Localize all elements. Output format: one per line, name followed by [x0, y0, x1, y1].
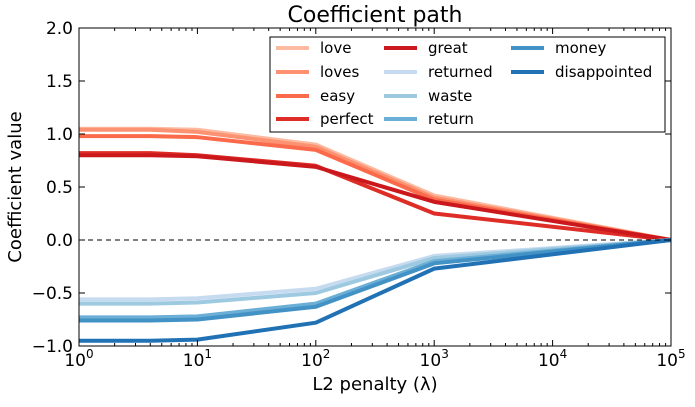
legend-label-perfect: perfect: [320, 110, 374, 128]
x-tick-label: 102: [301, 347, 330, 371]
y-tick-label: 0.5: [46, 178, 73, 198]
legend-label-returned: returned: [428, 63, 493, 81]
legend-label-loves: loves: [320, 63, 359, 81]
y-axis-title: Coefficient value: [5, 111, 26, 262]
x-tick-label: 104: [538, 347, 567, 371]
legend-label-easy: easy: [320, 87, 355, 105]
x-tick-exponent: 1: [204, 347, 212, 361]
legend-label-disappointed: disappointed: [555, 63, 652, 81]
legend-box: [269, 36, 666, 133]
x-tick-exponent: 3: [441, 347, 449, 361]
x-tick-base: 10: [420, 351, 442, 371]
x-tick-label: 103: [420, 347, 449, 371]
x-tick-label: 105: [656, 347, 685, 371]
y-tick-label: 2.0: [46, 19, 73, 39]
y-tick-label: −1.0: [32, 337, 73, 357]
x-axis-title: L2 penalty (λ): [312, 374, 437, 395]
y-tick-label: 0.0: [46, 231, 73, 251]
y-tick-label: 1.0: [46, 125, 73, 145]
legend-label-money: money: [555, 39, 607, 57]
legend-label-great: great: [428, 39, 468, 57]
series-layer: [79, 126, 672, 343]
x-tick-base: 10: [301, 351, 323, 371]
legend: love loves easy perfect great returned waste re…: [269, 36, 666, 133]
series-line-great: [79, 153, 672, 242]
x-tick-label: 100: [64, 347, 93, 371]
series-line-disappointed: [79, 238, 672, 343]
y-tick-label: −0.5: [32, 284, 73, 304]
legend-label-return: return: [428, 110, 474, 128]
y-tick-label: 1.5: [46, 72, 73, 92]
legend-label-love: love: [320, 39, 351, 57]
x-tick-base: 10: [538, 351, 560, 371]
x-tick-base: 10: [183, 351, 205, 371]
legend-label-waste: waste: [428, 87, 472, 105]
x-tick-exponent: 4: [560, 347, 568, 361]
x-tick-exponent: 2: [323, 347, 331, 361]
series-line-money: [79, 238, 672, 323]
chart-title: Coefficient path: [288, 3, 463, 28]
x-tick-base: 10: [64, 351, 86, 371]
x-tick-label: 101: [183, 347, 212, 371]
x-tick-exponent: 0: [86, 347, 94, 361]
x-tick-exponent: 5: [678, 347, 686, 361]
series-line-waste: [79, 238, 672, 306]
x-tick-base: 10: [656, 351, 678, 371]
